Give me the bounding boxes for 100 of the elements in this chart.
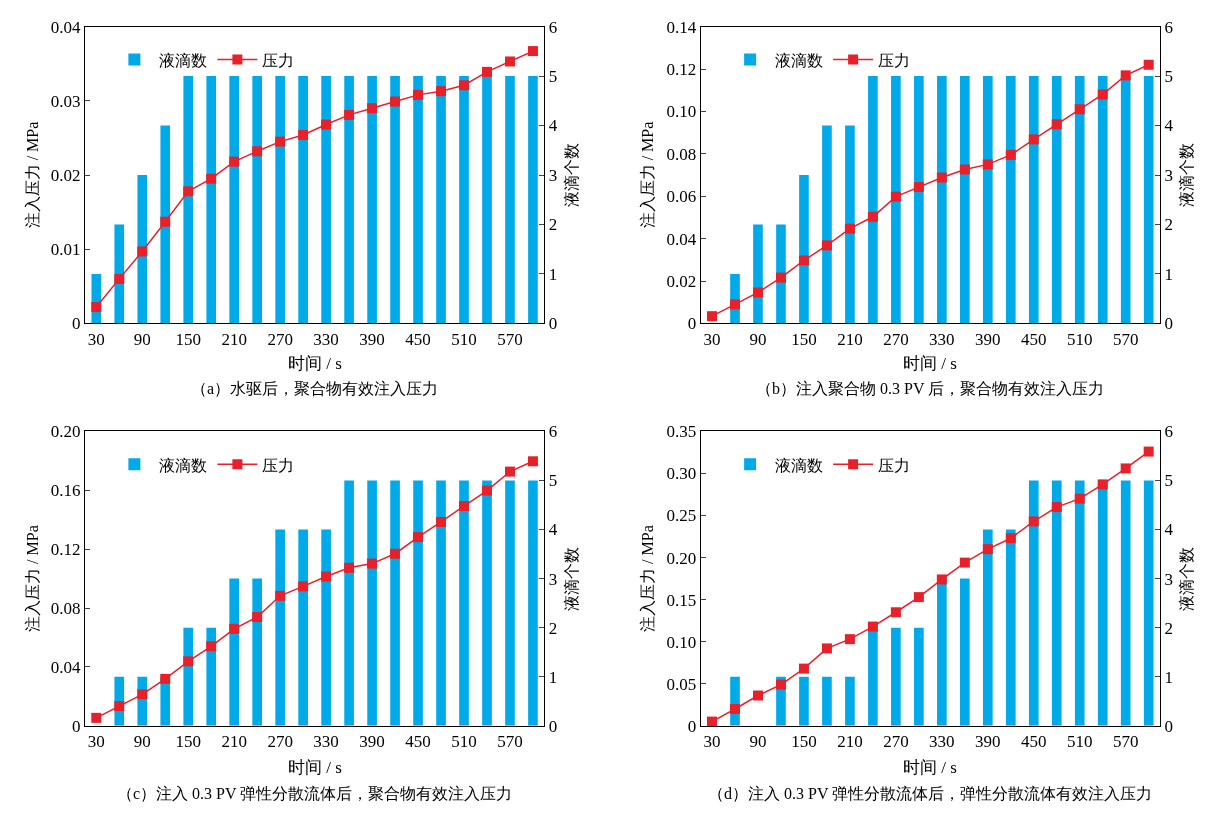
point	[1028, 516, 1039, 527]
bar	[252, 76, 262, 324]
y2-tick-label: 0	[1164, 716, 1174, 736]
bar	[528, 76, 538, 324]
legend-label: 液滴数	[159, 456, 208, 474]
point	[1143, 446, 1154, 457]
y-tick-label: 0.04	[50, 17, 81, 37]
bar	[229, 578, 240, 726]
x-tick-label: 570	[1112, 732, 1139, 752]
y-tick-label: 0.08	[50, 598, 81, 618]
y2-axis-title: 液滴个数	[1178, 143, 1196, 207]
point	[183, 186, 194, 197]
point	[1005, 533, 1016, 544]
legend-label: 液滴数	[775, 51, 824, 69]
bar	[528, 480, 538, 726]
y-tick-label: 0	[687, 716, 697, 736]
point	[1074, 493, 1085, 504]
point	[436, 516, 447, 527]
x-tick-label: 450	[405, 732, 431, 752]
y-tick-label: 0	[71, 716, 81, 736]
bar	[436, 480, 446, 726]
legend-label: 压力	[878, 51, 911, 69]
point	[114, 273, 125, 284]
x-tick-label: 270	[267, 329, 293, 349]
y2-axis-title: 液滴个数	[562, 546, 580, 611]
bar	[413, 76, 423, 324]
x-tick-label: 30	[87, 732, 105, 752]
point	[527, 46, 538, 57]
x-tick-label: 90	[133, 732, 151, 752]
bar	[1120, 480, 1131, 726]
bar	[1005, 76, 1016, 324]
point	[890, 607, 901, 618]
point	[936, 574, 947, 585]
y-axis-title: 注入压力 / MPa	[23, 121, 41, 229]
bar	[206, 76, 217, 324]
bar	[482, 480, 492, 726]
bar	[344, 480, 354, 726]
bar	[321, 529, 331, 726]
y2-tick-label: 0	[548, 716, 558, 736]
legend-label: 液滴数	[775, 456, 824, 474]
text: （b）注入聚合物 0.3 PV 后，聚合物有效注入压力	[756, 380, 1105, 397]
x-tick-label: 210	[837, 732, 863, 752]
y2-tick-label: 0	[1164, 314, 1174, 334]
bar	[799, 676, 809, 726]
point	[504, 56, 515, 67]
y-tick-label: 0.04	[666, 229, 697, 249]
point	[459, 501, 470, 512]
point	[913, 592, 924, 603]
y-tick-label: 0.14	[666, 17, 697, 37]
x-tick-label: 450	[405, 329, 431, 349]
y2-tick-label: 2	[548, 618, 558, 638]
bar	[982, 529, 993, 726]
y-tick-label: 0.20	[666, 548, 697, 568]
point	[913, 182, 924, 193]
point	[206, 641, 217, 652]
x-tick-label: 330	[929, 732, 955, 752]
point	[752, 287, 763, 298]
point	[1143, 59, 1154, 70]
x-tick-label: 30	[703, 329, 721, 349]
text: （c）注入 0.3 PV 弹性分散流体后，聚合物有效注入压力	[117, 785, 513, 802]
point	[367, 103, 378, 114]
y2-tick-label: 5	[548, 471, 558, 491]
point	[344, 562, 355, 573]
point	[321, 119, 332, 130]
bar	[183, 76, 194, 324]
point	[752, 690, 763, 701]
point	[390, 548, 401, 559]
x-tick-label: 150	[791, 329, 817, 349]
bar	[1074, 480, 1085, 726]
point	[413, 532, 424, 543]
x-tick-label: 90	[749, 732, 767, 752]
bar	[868, 76, 878, 324]
y2-axis-title: 液滴个数	[1178, 546, 1196, 611]
bar	[1051, 76, 1062, 324]
y-tick-label: 0	[687, 314, 697, 334]
bar	[160, 125, 171, 324]
point	[844, 634, 855, 645]
bar	[937, 76, 947, 324]
bar	[183, 627, 194, 726]
y-axis-title: 注入压力 / MPa	[639, 121, 657, 229]
bar	[390, 76, 400, 324]
x-tick-label: 90	[133, 329, 151, 349]
point	[890, 191, 901, 202]
point	[1097, 89, 1108, 100]
bar	[367, 76, 377, 324]
y2-tick-label: 1	[1164, 667, 1174, 687]
point	[275, 136, 286, 147]
x-tick-label: 270	[883, 732, 909, 752]
x-axis-title: 时间 / s	[903, 354, 957, 373]
point	[798, 255, 809, 266]
x-tick-label: 510	[1066, 732, 1093, 752]
legend-label: 压力	[262, 51, 295, 69]
point	[160, 673, 171, 684]
x-tick-label: 510	[1066, 329, 1093, 349]
point	[137, 689, 148, 700]
bar	[367, 480, 377, 726]
bar	[776, 224, 786, 324]
y2-axis-title: 液滴个数	[562, 143, 580, 207]
y-tick-label: 0.03	[50, 91, 81, 111]
bar	[960, 76, 970, 324]
